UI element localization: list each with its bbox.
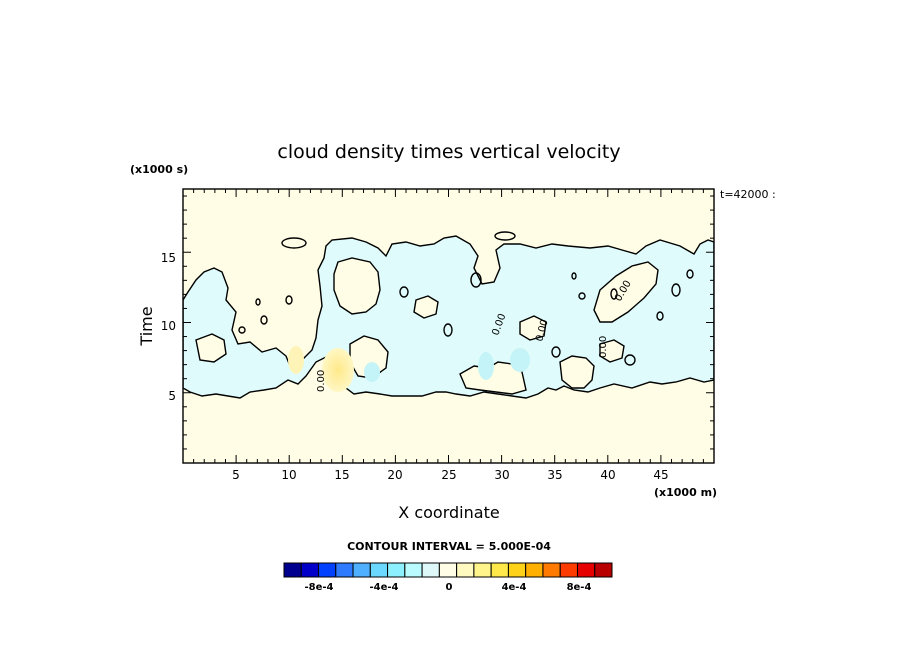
contour-label-5: 0.00 — [598, 336, 609, 358]
colorbar-swatch — [490, 562, 509, 578]
y-units-label: (x1000 s) — [130, 163, 188, 176]
x-tick-label-35: 35 — [547, 468, 562, 482]
x-axis-label: X coordinate — [398, 503, 499, 522]
y-tick-label-10: 10 — [161, 319, 176, 333]
y-tick-label-15: 15 — [161, 251, 176, 265]
small-contours — [238, 231, 694, 366]
colorbar-label-pos4: 4e-4 — [502, 582, 527, 593]
contour-interval-label: CONTOUR INTERVAL = 5.000E-04 — [347, 540, 551, 553]
colorbar-swatch — [335, 562, 354, 578]
colorbar-label-neg4: -4e-4 — [370, 582, 399, 593]
plot-area: 0.00 0.00 0.00 0.00 0.00 — [183, 189, 714, 463]
colorbar-swatch — [594, 562, 613, 578]
colorbar-swatch — [318, 562, 337, 578]
colorbar-swatch — [283, 562, 302, 578]
x-tick-label-30: 30 — [494, 468, 509, 482]
x-tick-label-5: 5 — [232, 468, 240, 482]
colorbar-swatch — [576, 562, 596, 578]
x-tick-label-45: 45 — [653, 468, 668, 482]
colorbar-labels: -8e-4 -4e-4 0 4e-4 8e-4 — [305, 582, 592, 593]
x-tick-label-40: 40 — [600, 468, 615, 482]
y-axis-label: Time — [137, 306, 156, 346]
negative-core-b — [510, 348, 530, 372]
colorbar-swatch — [473, 562, 492, 578]
positive-faint-patch — [288, 346, 304, 374]
colorbar-swatch — [525, 562, 544, 578]
colorbar-swatch — [300, 562, 320, 578]
axis-ticks — [183, 189, 714, 463]
x-units-label: (x1000 m) — [654, 486, 717, 499]
colorbar-swatch — [456, 562, 475, 578]
colorbar — [283, 562, 613, 578]
colorbar-label-neg8: -8e-4 — [305, 582, 334, 593]
x-tick-label-10: 10 — [281, 468, 296, 482]
negative-core-a — [478, 352, 494, 380]
colorbar-swatch — [421, 562, 440, 578]
time-annotation: t=42000 : — [720, 188, 776, 201]
colorbar-swatch — [387, 562, 406, 578]
positive-updraft-core — [322, 348, 354, 392]
negative-core-c — [364, 362, 380, 382]
colorbar-swatch — [369, 562, 389, 578]
colorbar-label-pos8: 8e-4 — [567, 582, 592, 593]
contour-holes — [195, 257, 659, 395]
colorbar-swatch — [352, 562, 371, 578]
chart-title: cloud density times vertical velocity — [277, 141, 620, 163]
colorbar-label-0: 0 — [446, 582, 453, 593]
colorbar-swatch — [542, 562, 561, 578]
colorbar-swatch — [404, 562, 423, 578]
colorbar-swatch — [507, 562, 527, 578]
x-axis: 5 10 15 20 25 30 35 40 45 (x1000 m) X co… — [232, 468, 717, 522]
y-tick-label-5: 5 — [168, 389, 176, 403]
colorbar-swatch — [438, 562, 458, 578]
contour-label-4: 0.00 — [316, 370, 327, 392]
colorbar-swatch — [559, 562, 578, 578]
x-tick-label-25: 25 — [441, 468, 456, 482]
x-tick-label-15: 15 — [334, 468, 349, 482]
y-axis: 5 10 15 Time — [137, 251, 176, 403]
x-tick-label-20: 20 — [387, 468, 402, 482]
